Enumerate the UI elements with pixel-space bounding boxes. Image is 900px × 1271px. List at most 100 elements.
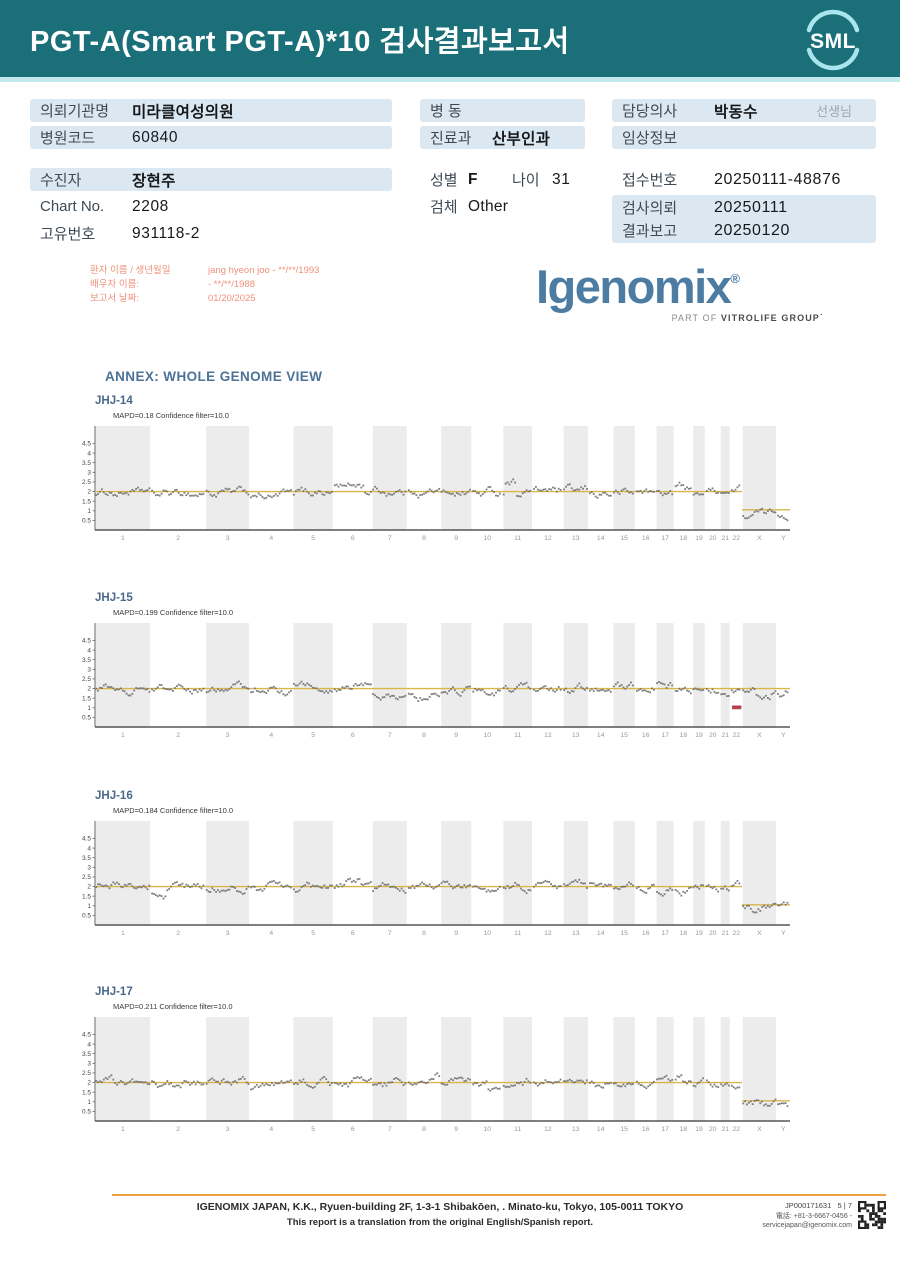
svg-text:1.5: 1.5 xyxy=(82,695,91,702)
info-column-right: 담당의사 박동수 선생님 임상정보 접수번호 20250111-48876 검사… xyxy=(612,99,876,243)
request-date-value: 20250111 xyxy=(714,198,788,216)
genome-scatter-plot: 4.543.532.521.510.51 2 3 4 5 6 7 8 9 10 11 12 13 14 15… xyxy=(82,821,790,937)
svg-text:3: 3 xyxy=(226,535,230,542)
age-value: 31 xyxy=(552,170,571,188)
svg-text:19: 19 xyxy=(695,732,703,739)
svg-text:Y: Y xyxy=(781,930,786,937)
svg-text:17: 17 xyxy=(661,732,669,739)
report-date-label: 결과보고 xyxy=(622,223,678,240)
svg-text:7: 7 xyxy=(388,930,392,937)
svg-text:3: 3 xyxy=(226,732,230,739)
specimen-label: 검체 xyxy=(430,199,458,216)
registered-mark: ® xyxy=(730,271,740,286)
svg-text:12: 12 xyxy=(544,930,552,937)
svg-text:2: 2 xyxy=(176,732,180,739)
svg-text:10: 10 xyxy=(483,930,491,937)
org-label: 의뢰기관명 xyxy=(40,103,110,120)
igenomix-tagline: PART OF VITROLIFE GROUP˙ xyxy=(671,313,824,323)
svg-text:5: 5 xyxy=(311,535,315,542)
patient-name-dob-value: jang hyeon joo - **/**/1993 xyxy=(208,265,320,276)
svg-text:21: 21 xyxy=(721,930,729,937)
svg-text:X: X xyxy=(757,732,762,739)
svg-text:20: 20 xyxy=(709,930,717,937)
chart-no-row: Chart No. 2208 xyxy=(30,195,392,218)
svg-text:10: 10 xyxy=(483,535,491,542)
info-column-left: 의뢰기관명 미라클여성의원 병원코드 60840 수진자 장현주 Chart N… xyxy=(30,99,392,249)
svg-text:6: 6 xyxy=(351,732,355,739)
patient-name-dob-label: 환자 이름 / 생년월일 xyxy=(90,265,171,276)
svg-text:1: 1 xyxy=(121,930,125,937)
doctor-suffix: 선생님 xyxy=(816,104,852,119)
unique-no-value: 931118-2 xyxy=(132,224,201,242)
report-header: PGT-A(Smart PGT-A)*10 검사결과보고서 SML xyxy=(0,0,900,82)
svg-text:2: 2 xyxy=(87,489,91,496)
genome-scatter-plot: 4.543.532.521.510.51 2 3 4 5 6 7 8 9 10 11 12 13 14 15… xyxy=(82,426,790,542)
svg-text:9: 9 xyxy=(454,930,458,937)
clinical-info-label: 임상정보 xyxy=(622,130,678,147)
svg-text:22: 22 xyxy=(732,732,740,739)
svg-text:4: 4 xyxy=(87,1041,91,1048)
svg-text:3: 3 xyxy=(87,667,91,674)
footer-page-number: 5 | 7 xyxy=(837,1201,852,1210)
department-value: 산부인과 xyxy=(492,130,551,148)
svg-text:0.5: 0.5 xyxy=(82,1109,91,1116)
igenomix-patient-block: 환자 이름 / 생년월일 jang hyeon joo - **/**/1993… xyxy=(90,264,319,306)
unique-no-label: 고유번호 xyxy=(40,226,96,243)
svg-text:14: 14 xyxy=(597,535,605,542)
genome-chart-block-3: JHJ-16 MAPD=0.184 Confidence filter=10.0… xyxy=(67,790,827,950)
unique-no-row: 고유번호 931118-2 xyxy=(30,222,392,245)
svg-text:10: 10 xyxy=(483,1126,491,1133)
svg-text:18: 18 xyxy=(680,930,688,937)
sex-value: F xyxy=(468,170,478,188)
svg-text:4.5: 4.5 xyxy=(82,836,91,843)
hospital-code-value: 60840 xyxy=(132,128,179,146)
svg-text:2: 2 xyxy=(87,686,91,693)
svg-text:2: 2 xyxy=(176,535,180,542)
annex-title: ANNEX: WHOLE GENOME VIEW xyxy=(105,369,323,384)
svg-text:19: 19 xyxy=(695,535,703,542)
svg-text:3: 3 xyxy=(87,470,91,477)
org-row: 의뢰기관명 미라클여성의원 xyxy=(30,99,392,122)
footer-email: servicejapan@igenomix.com xyxy=(762,1222,852,1229)
svg-text:1: 1 xyxy=(87,903,91,910)
svg-text:18: 18 xyxy=(680,732,688,739)
svg-text:20: 20 xyxy=(709,1126,717,1133)
svg-text:10: 10 xyxy=(483,732,491,739)
svg-text:1: 1 xyxy=(121,732,125,739)
svg-text:11: 11 xyxy=(514,1126,521,1133)
svg-text:7: 7 xyxy=(388,732,392,739)
chart-mapd-label: MAPD=0.18 Confidence filter=10.0 xyxy=(113,411,229,420)
chart-mapd-label: MAPD=0.211 Confidence filter=10.0 xyxy=(113,1002,233,1011)
svg-text:15: 15 xyxy=(620,732,628,739)
svg-text:9: 9 xyxy=(454,732,458,739)
hospital-code-label: 병원코드 xyxy=(40,130,96,147)
svg-text:13: 13 xyxy=(572,930,580,937)
partner-name-row: 배우자 이름: - **/**/1988 xyxy=(90,278,319,292)
svg-text:9: 9 xyxy=(454,535,458,542)
svg-text:13: 13 xyxy=(572,732,580,739)
report-date-label-igx: 보고서 날짜: xyxy=(90,293,139,304)
svg-text:3.5: 3.5 xyxy=(82,460,91,467)
svg-text:9: 9 xyxy=(454,1126,458,1133)
specimen-value: Other xyxy=(468,197,509,215)
report-date-row-igx: 보고서 날짜: 01/20/2025 xyxy=(90,292,319,306)
svg-text:8: 8 xyxy=(422,930,426,937)
partner-name-label: 배우자 이름: xyxy=(90,279,139,290)
svg-text:Y: Y xyxy=(781,732,786,739)
genome-chart-block-1: JHJ-14 MAPD=0.18 Confidence filter=10.0 … xyxy=(67,395,827,555)
svg-text:4: 4 xyxy=(269,732,273,739)
specimen-row: 검체 Other xyxy=(420,195,585,218)
age-label: 나이 xyxy=(512,172,540,189)
department-label: 진료과 xyxy=(430,130,472,147)
svg-text:3: 3 xyxy=(87,865,91,872)
ward-row: 병 동 xyxy=(420,99,585,122)
svg-text:21: 21 xyxy=(721,1126,729,1133)
svg-text:4: 4 xyxy=(269,930,273,937)
receipt-no-row: 접수번호 20250111-48876 xyxy=(612,168,876,191)
svg-text:2.5: 2.5 xyxy=(82,1070,91,1077)
svg-text:1: 1 xyxy=(121,1126,125,1133)
svg-text:2: 2 xyxy=(176,1126,180,1133)
svg-text:2.5: 2.5 xyxy=(82,479,91,486)
report-date-value-igx: 01/20/2025 xyxy=(208,293,256,304)
hospital-code-row: 병원코드 60840 xyxy=(30,126,392,149)
